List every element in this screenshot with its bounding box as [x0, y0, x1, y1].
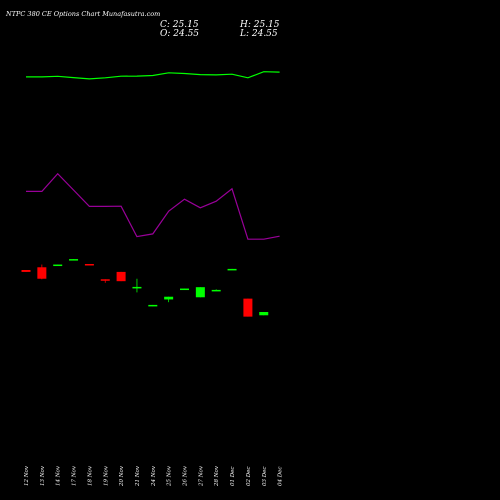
- x-tick-label: 21 Nov: [135, 465, 141, 487]
- indicator-line-1: [26, 71, 280, 80]
- candle-body: [53, 264, 63, 267]
- x-tick-label: 20 Nov: [119, 465, 125, 487]
- x-tick-label: 26 Nov: [183, 465, 189, 487]
- x-tick-label: 24 Nov: [151, 465, 157, 487]
- candle-body: [211, 289, 221, 292]
- candle-body: [195, 287, 205, 298]
- high-value: H: 25.15: [240, 20, 280, 30]
- candle-body: [37, 267, 47, 279]
- x-tick-label: 14 Nov: [56, 465, 62, 486]
- open-value: O: 24.55: [160, 29, 200, 39]
- x-tick-label: 27 Nov: [198, 465, 204, 487]
- low-value: L: 24.55: [240, 29, 278, 39]
- candle-body: [243, 298, 253, 317]
- x-tick-label: 02 Dec: [246, 467, 252, 487]
- x-tick-label: 28 Nov: [214, 465, 220, 487]
- candle-body: [227, 268, 237, 271]
- x-tick-label: 12 Nov: [24, 465, 30, 486]
- candle-body: [259, 312, 269, 316]
- x-tick-label: 25 Nov: [167, 465, 173, 487]
- x-tick-label: 04 Dec: [278, 467, 284, 487]
- x-tick-label: 01 Dec: [230, 467, 236, 487]
- x-tick-label: 17 Nov: [72, 465, 78, 486]
- candle-body: [69, 259, 79, 261]
- candle-body: [100, 279, 110, 281]
- x-tick-label: 19 Nov: [103, 465, 109, 486]
- candle-body: [164, 296, 174, 300]
- candle-body: [180, 288, 189, 291]
- candle-body: [148, 304, 158, 307]
- x-tick-label: 18 Nov: [87, 465, 93, 486]
- x-tick-label: 13 Nov: [40, 465, 46, 486]
- candle-body: [116, 271, 126, 282]
- close-value: C: 25.15: [160, 20, 199, 30]
- chart-title: NTPC 380 CE Options Chart Munafasutra.co…: [6, 10, 161, 18]
- candle-body: [21, 270, 31, 272]
- candle-body: [132, 286, 142, 289]
- indicator-line-2: [26, 172, 280, 240]
- x-tick-label: 03 Dec: [262, 467, 268, 487]
- candle-body: [84, 264, 94, 266]
